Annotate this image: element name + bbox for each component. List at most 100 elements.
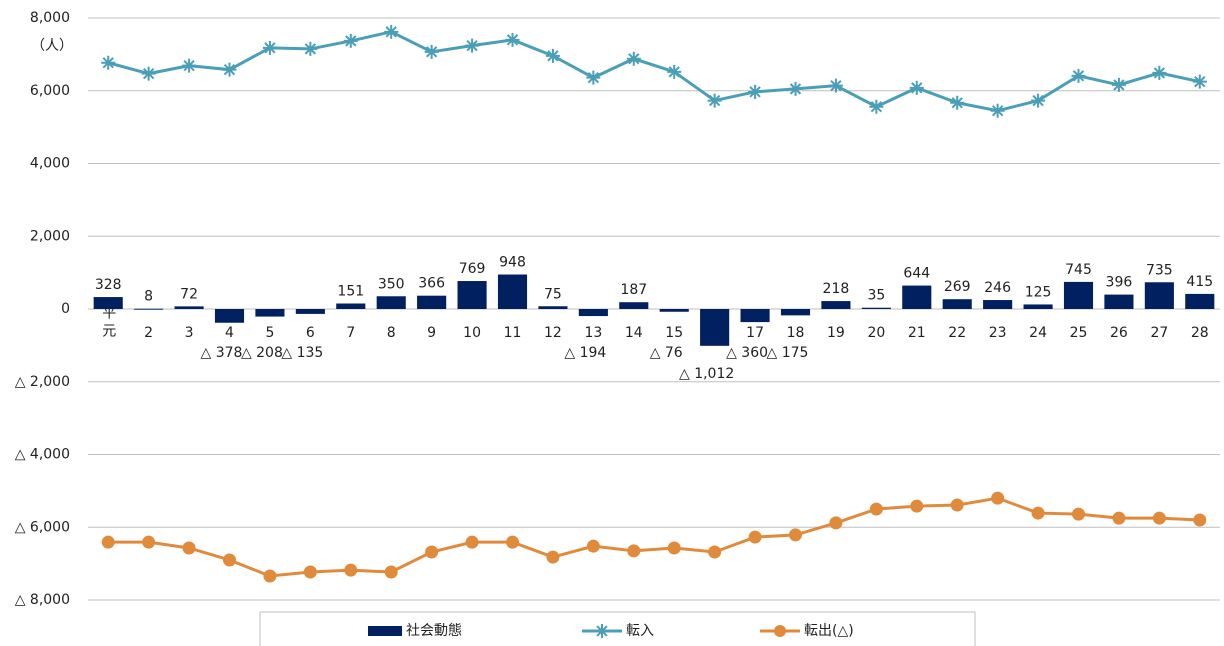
y-tick-label: △ 8,000	[15, 592, 70, 608]
marker	[506, 535, 519, 549]
y-tick-label: 2,000	[30, 228, 70, 244]
x-tick-label: 22	[948, 325, 966, 341]
marker	[545, 48, 560, 63]
bar	[134, 308, 164, 310]
data-label: 769	[459, 261, 486, 277]
bar	[619, 302, 649, 309]
marker	[586, 539, 600, 553]
marker	[748, 84, 763, 99]
data-label: △ 175	[767, 345, 809, 361]
marker	[869, 502, 883, 516]
bar	[902, 285, 932, 309]
marker	[263, 569, 277, 583]
marker	[505, 32, 520, 47]
x-tick-label: 28	[1191, 325, 1209, 341]
data-label: 75	[544, 286, 562, 302]
x-tick-label: 4	[225, 325, 234, 341]
data-label: 218	[823, 281, 850, 297]
x-tick-label: 17	[746, 325, 764, 341]
marker	[829, 516, 843, 530]
marker	[950, 95, 965, 110]
data-label: 735	[1146, 262, 1173, 278]
legend-marker	[595, 624, 609, 638]
marker	[667, 64, 682, 79]
x-tick-label: 15	[665, 325, 683, 341]
bar	[336, 303, 366, 309]
marker	[142, 535, 156, 549]
marker	[101, 535, 115, 549]
data-label: △ 378	[201, 345, 243, 361]
bar	[700, 309, 730, 346]
bar	[942, 299, 972, 309]
marker	[182, 541, 196, 555]
data-label: 745	[1065, 262, 1092, 278]
x-tick-label: 8	[387, 325, 396, 341]
marker	[182, 58, 197, 73]
legend-label: 転入	[626, 623, 654, 639]
marker	[101, 55, 116, 70]
marker	[990, 103, 1005, 118]
data-label: 125	[1025, 284, 1052, 300]
marker	[465, 535, 479, 549]
bar	[659, 309, 689, 312]
bar	[861, 307, 891, 309]
bar	[983, 300, 1013, 309]
x-tick-label: 27	[1150, 325, 1168, 341]
bar	[1185, 293, 1215, 309]
x-tick-label: 11	[504, 325, 522, 341]
data-label: 35	[867, 288, 885, 304]
marker	[708, 545, 722, 559]
y-tick-label: △ 2,000	[15, 374, 70, 390]
x-tick-label: 6	[306, 325, 315, 341]
marker	[1152, 511, 1166, 525]
marker	[1111, 77, 1126, 92]
data-label: △ 194	[564, 345, 606, 361]
bar	[1063, 281, 1094, 309]
bar	[255, 309, 285, 317]
marker	[303, 41, 318, 56]
x-tick-label: 14	[625, 325, 643, 341]
marker	[828, 78, 843, 93]
x-tick-label: 9	[427, 325, 436, 341]
bar	[497, 274, 528, 309]
marker	[707, 93, 722, 108]
data-label: 246	[984, 280, 1011, 296]
marker	[262, 40, 277, 55]
bar	[1023, 304, 1053, 309]
x-tick-label: 2	[144, 325, 153, 341]
marker	[788, 81, 803, 96]
data-label: △ 360	[726, 345, 768, 361]
marker	[344, 563, 358, 577]
bar	[295, 309, 325, 314]
x-tick-label: 26	[1110, 325, 1128, 341]
legend-marker	[774, 625, 786, 637]
y-tick-label: △ 6,000	[15, 519, 70, 535]
marker	[869, 99, 884, 114]
marker	[626, 51, 641, 66]
y-tick-label: 0	[61, 301, 70, 317]
marker	[1071, 68, 1086, 83]
legend-box	[259, 611, 976, 646]
data-label: 366	[418, 276, 445, 292]
y-tick-label: 4,000	[30, 156, 70, 172]
data-label: 948	[499, 255, 526, 271]
x-tick-label: 24	[1029, 325, 1047, 341]
x-tick-label: 7	[346, 325, 355, 341]
data-label: △ 208	[241, 345, 283, 361]
data-label: 72	[180, 286, 198, 302]
bar	[417, 295, 447, 309]
bar	[780, 309, 811, 316]
marker	[1031, 506, 1045, 520]
bar	[457, 281, 487, 309]
bar	[93, 297, 123, 309]
marker	[910, 499, 924, 513]
marker	[789, 528, 802, 542]
x-tick-label: 5	[265, 325, 274, 341]
bar	[214, 309, 245, 323]
bar	[821, 301, 851, 309]
x-tick-label: 23	[989, 325, 1007, 341]
marker	[748, 530, 762, 544]
bar	[740, 309, 770, 323]
data-label: △ 1,012	[679, 366, 734, 382]
